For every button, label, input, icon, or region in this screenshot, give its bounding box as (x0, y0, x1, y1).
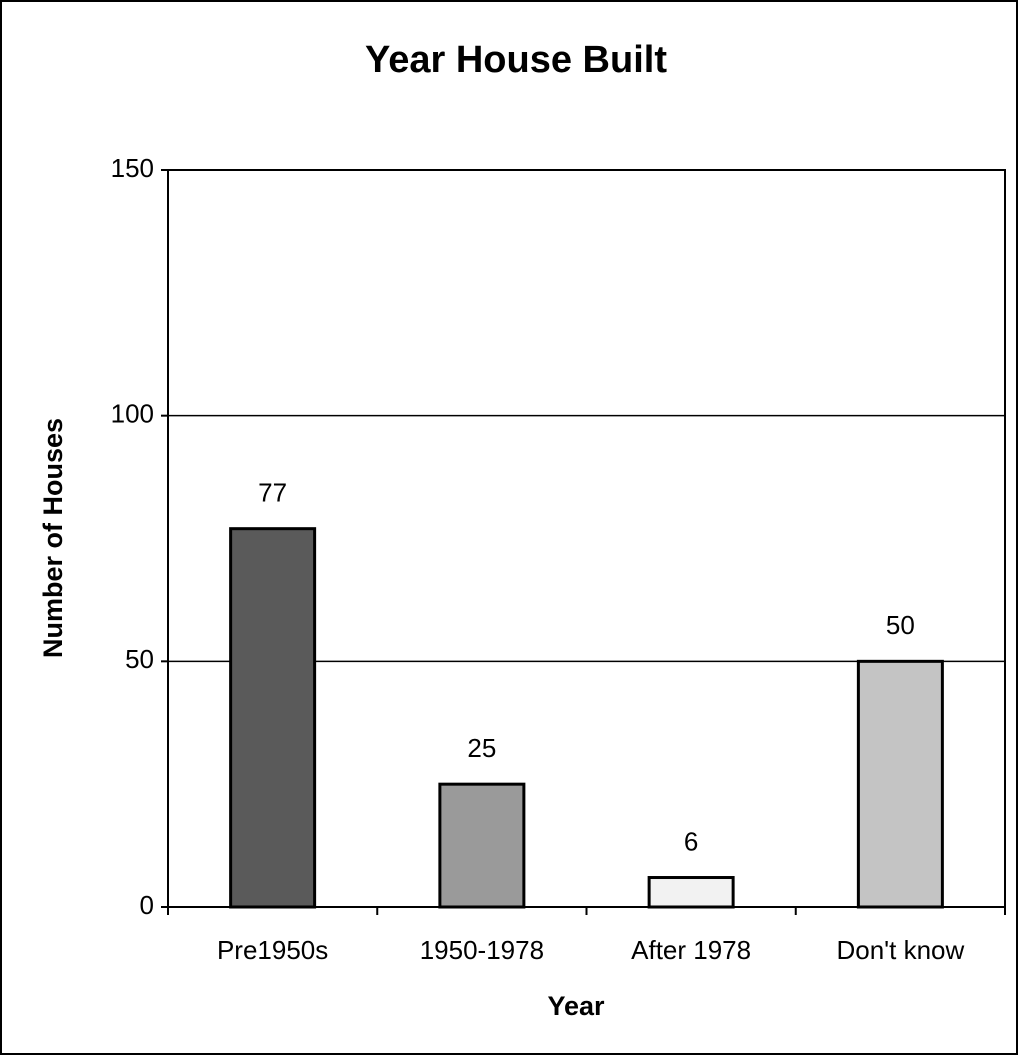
x-tick-label: Pre1950s (217, 935, 328, 965)
y-axis-title: Number of Houses (38, 418, 68, 658)
bar (647, 876, 735, 909)
y-tick-label: 0 (140, 890, 154, 920)
x-tick-label: After 1978 (631, 935, 751, 965)
data-label: 25 (467, 733, 496, 763)
chart-title: Year House Built (365, 39, 667, 81)
bar (229, 527, 317, 909)
x-tick-label: 1950-1978 (420, 935, 544, 965)
y-tick-label: 100 (111, 399, 154, 429)
bar (856, 659, 944, 909)
data-label: 50 (886, 610, 915, 640)
data-label: 6 (684, 826, 698, 856)
x-tick-label: Don't know (836, 935, 964, 965)
y-tick-label: 150 (111, 153, 154, 183)
x-axis-title: Year (547, 991, 605, 1021)
bar (438, 782, 526, 909)
data-label: 77 (258, 478, 287, 508)
y-tick-label: 50 (125, 644, 154, 674)
